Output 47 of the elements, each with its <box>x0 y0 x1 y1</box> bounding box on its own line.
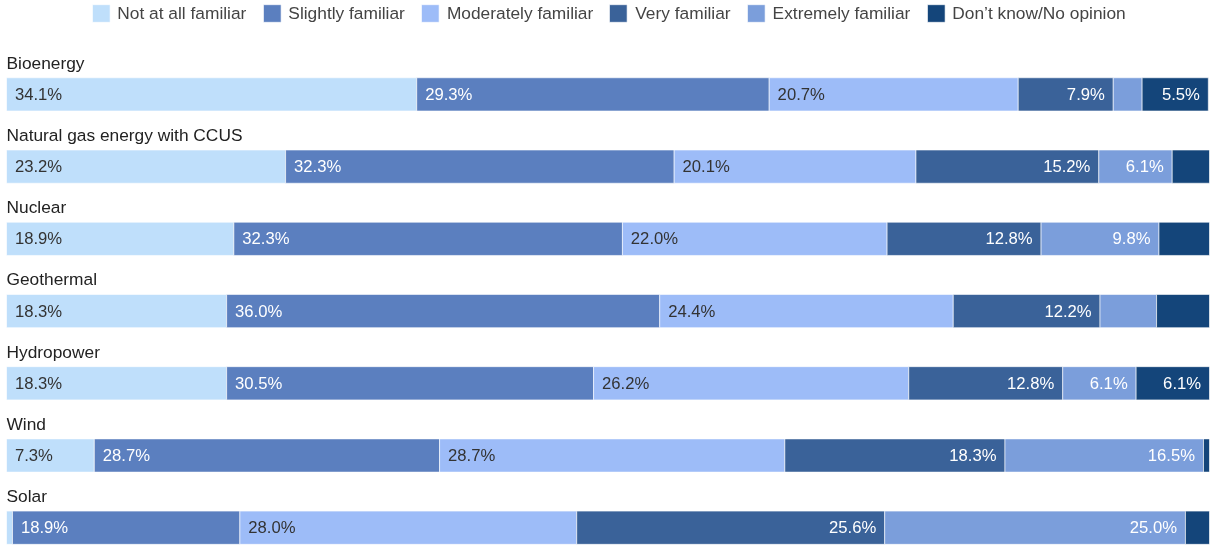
data-label: 32.3% <box>294 157 342 177</box>
data-label: 22.0% <box>630 229 679 249</box>
data-label: 12.8% <box>985 229 1033 249</box>
data-label: 36.0% <box>235 301 283 321</box>
data-label: 28.7% <box>102 446 151 465</box>
data-label: 20.7% <box>777 84 826 104</box>
legend-label: Extremely familiar <box>772 2 911 24</box>
legend-label: Moderately familiar <box>446 2 594 24</box>
data-label: 7.3% <box>14 446 54 465</box>
y-tick-label: Hydropower <box>6 341 101 362</box>
data-label: 6.1% <box>1089 373 1128 393</box>
legend-label: Not at all familiar <box>117 2 247 24</box>
data-label: 24.4% <box>668 301 716 321</box>
legend-label: Very familiar <box>635 2 731 24</box>
y-tick-label: Geothermal <box>6 269 98 290</box>
data-label: 29.3% <box>425 84 473 104</box>
legend-label: Don’t know/No opinion <box>952 2 1126 24</box>
y-tick-label: Bioenergy <box>6 52 85 73</box>
data-label: 34.1% <box>14 84 63 104</box>
data-label: 28.7% <box>448 446 496 465</box>
data-label: 20.1% <box>682 157 730 177</box>
y-tick-label: Nuclear <box>6 197 67 218</box>
data-label: 30.5% <box>235 373 283 393</box>
y-tick-label: Wind <box>6 413 46 434</box>
y-tick-label: Natural gas energy with CCUS <box>6 124 243 145</box>
data-label: 25.0% <box>1129 518 1178 538</box>
data-label: 16.5% <box>1147 446 1196 465</box>
legend-label: Slightly familiar <box>288 2 405 24</box>
data-label: 12.2% <box>1044 301 1092 321</box>
data-label: 9.8% <box>1112 229 1151 249</box>
data-label: 18.3% <box>949 446 997 465</box>
data-label: 12.8% <box>1007 373 1055 393</box>
data-label: 5.5% <box>1161 84 1201 104</box>
data-label: 26.2% <box>601 373 650 393</box>
y-tick-label: Solar <box>6 486 48 507</box>
data-label: 6.1% <box>1163 373 1202 393</box>
data-label: 6.1% <box>1125 157 1164 177</box>
data-label: 28.0% <box>248 518 296 538</box>
data-label: 25.6% <box>829 518 877 538</box>
data-label: 18.3% <box>14 301 63 321</box>
data-label: 23.2% <box>14 157 63 177</box>
data-label: 15.2% <box>1043 157 1091 177</box>
data-label: 18.3% <box>14 373 63 393</box>
data-label: 7.9% <box>1066 84 1106 104</box>
data-label: 32.3% <box>242 229 290 249</box>
data-label: 18.9% <box>14 229 63 249</box>
data-label: 18.9% <box>20 518 69 538</box>
